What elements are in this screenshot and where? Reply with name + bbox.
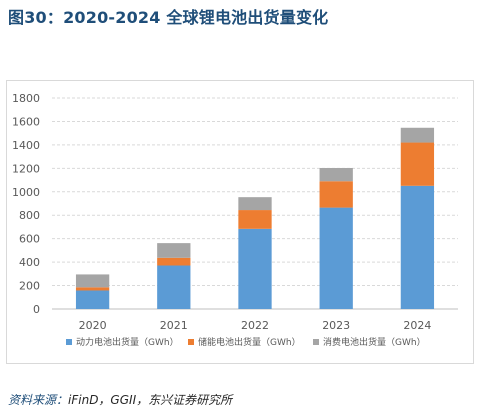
bar-segment-2020-series-3: [75, 274, 110, 288]
legend-label: 动力电池出货量（GWh）: [76, 336, 179, 348]
y-tick-label: 200: [19, 280, 40, 293]
y-tick-label: 1200: [12, 162, 40, 175]
y-tick-label: 1000: [12, 186, 40, 199]
x-tick-label: 2021: [160, 319, 188, 332]
y-tick-label: 400: [19, 256, 40, 269]
bar-segment-2022-series-3: [238, 197, 272, 211]
x-tick-label: 2022: [241, 319, 269, 332]
y-tick-label: 1800: [12, 92, 40, 105]
bar-segment-2020-series-2: [75, 287, 110, 291]
legend-swatch: [188, 339, 194, 345]
legend-swatch: [66, 339, 72, 345]
y-tick-label: 0: [33, 303, 40, 316]
source-note: 资料来源：iFinD，GGII，东兴证券研究所: [8, 391, 232, 408]
x-tick-label: 2024: [403, 319, 431, 332]
source-label: 资料来源：: [8, 393, 69, 407]
x-tick-label: 2023: [322, 319, 350, 332]
legend-label: 储能电池出货量（GWh）: [198, 336, 301, 348]
y-tick-label: 1400: [12, 139, 40, 152]
chart-title: 图30：2020-2024 全球锂电池出货量变化: [8, 8, 329, 27]
y-tick-label: 600: [19, 233, 40, 246]
legend-swatch: [313, 339, 319, 345]
bar-segment-2024-series-3: [400, 127, 435, 143]
bar-segment-2021-series-2: [157, 257, 191, 266]
y-tick-label: 800: [19, 209, 40, 222]
bar-segment-2022-series-1: [238, 228, 272, 309]
bar-segment-2023-series-2: [319, 181, 353, 208]
x-tick-label: 2020: [79, 319, 107, 332]
bar-segment-2024-series-1: [400, 185, 435, 309]
bar-segment-2024-series-2: [400, 142, 435, 186]
legend-label: 消费电池出货量（GWh）: [323, 336, 426, 348]
bar-segment-2023-series-1: [319, 207, 353, 309]
bar-segment-2020-series-1: [75, 290, 110, 309]
source-text: iFinD，GGII，东兴证券研究所: [68, 393, 233, 407]
legend: 动力电池出货量（GWh） 储能电池出货量（GWh） 消费电池出货量（GWh）: [66, 336, 426, 348]
bar-segment-2021-series-3: [157, 243, 191, 258]
bar-segment-2023-series-3: [319, 167, 353, 182]
y-tick-label: 1600: [12, 115, 40, 128]
bars: [75, 127, 435, 309]
bar-segment-2022-series-2: [238, 210, 272, 229]
bar-segment-2021-series-1: [157, 265, 191, 309]
x-axis-tick-labels: 2020 2021 2022 2023 2024: [79, 319, 432, 332]
y-axis-tick-labels: 0 200 400 600 800 1000 1200 1400 1600 1800: [12, 92, 40, 316]
chart-frame: [6, 80, 474, 364]
